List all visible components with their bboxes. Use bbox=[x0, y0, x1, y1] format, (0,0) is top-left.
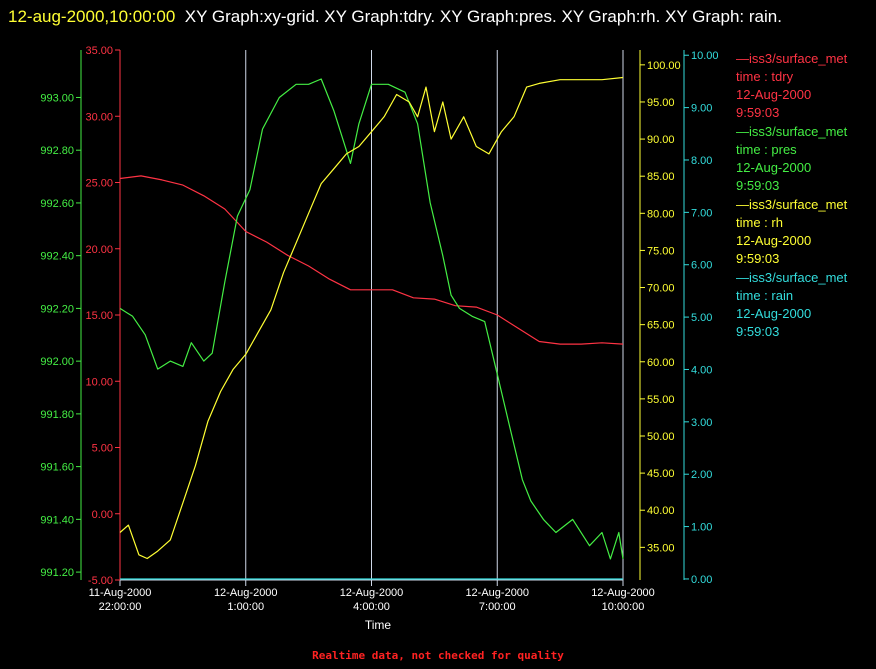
x-tick-label-time: 7:00:00 bbox=[479, 601, 516, 613]
tdry-tick-label: 35.00 bbox=[85, 45, 113, 57]
pres-tick-label: 991.20 bbox=[40, 567, 74, 579]
rain-tick-label: 1.00 bbox=[691, 522, 712, 534]
tdry-tick-label: 25.00 bbox=[85, 178, 113, 190]
rain-tick-label: 2.00 bbox=[691, 469, 712, 481]
rh-tick-label: 65.00 bbox=[647, 320, 675, 332]
rh-tick-label: 80.00 bbox=[647, 208, 675, 220]
tdry-tick-label: -5.00 bbox=[88, 575, 113, 587]
pres-tick-label: 992.00 bbox=[40, 356, 74, 368]
rain-tick-label: 0.00 bbox=[691, 574, 712, 586]
pres-tick-label: 991.60 bbox=[40, 462, 74, 474]
rh-tick-label: 75.00 bbox=[647, 245, 675, 257]
pres-series-line bbox=[119, 78, 624, 560]
legend-entry-date: 12-Aug-2000 bbox=[736, 87, 812, 102]
pres-tick-label: 992.40 bbox=[40, 251, 74, 263]
x-tick-label-date: 12-Aug-2000 bbox=[591, 587, 655, 599]
x-tick-label-time: 22:00:00 bbox=[99, 601, 142, 613]
quality-disclaimer: Realtime data, not checked for quality bbox=[312, 649, 564, 662]
legend-entry-name: —iss3/surface_met bbox=[736, 51, 848, 66]
legend-entry-date: 12-Aug-2000 bbox=[736, 233, 812, 248]
rh-tick-label: 70.00 bbox=[647, 283, 675, 295]
rh-tick-label: 60.00 bbox=[647, 357, 675, 369]
rh-series-line bbox=[119, 76, 624, 560]
legend-entry-name: —iss3/surface_met bbox=[736, 197, 848, 212]
pres-tick-label: 991.80 bbox=[40, 409, 74, 421]
rain-tick-label: 10.00 bbox=[691, 50, 719, 62]
x-tick-label-date: 12-Aug-2000 bbox=[340, 587, 404, 599]
rh-tick-label: 45.00 bbox=[647, 468, 675, 480]
rh-tick-label: 55.00 bbox=[647, 394, 675, 406]
pres-tick-label: 991.40 bbox=[40, 514, 74, 526]
tdry-tick-label: 0.00 bbox=[92, 509, 113, 521]
rh-tick-label: 35.00 bbox=[647, 542, 675, 554]
rain-tick-label: 9.00 bbox=[691, 103, 712, 115]
rain-tick-label: 4.00 bbox=[691, 364, 712, 376]
pres-tick-label: 992.80 bbox=[40, 145, 74, 157]
legend-entry-var: time : pres bbox=[736, 142, 797, 157]
pres-tick-label: 992.20 bbox=[40, 303, 74, 315]
rh-tick-label: 90.00 bbox=[647, 134, 675, 146]
tdry-tick-label: 5.00 bbox=[92, 443, 113, 455]
rain-tick-label: 6.00 bbox=[691, 260, 712, 272]
x-tick-label-time: 1:00:00 bbox=[227, 601, 264, 613]
tdry-tick-label: 10.00 bbox=[85, 376, 113, 388]
rh-tick-label: 40.00 bbox=[647, 505, 675, 517]
legend-entry-name: —iss3/surface_met bbox=[736, 124, 848, 139]
tdry-tick-label: 20.00 bbox=[85, 244, 113, 256]
rh-tick-label: 85.00 bbox=[647, 171, 675, 183]
legend-entry-var: time : rain bbox=[736, 288, 794, 303]
legend-entry-time: 9:59:03 bbox=[736, 178, 780, 193]
legend-entry-time: 9:59:03 bbox=[736, 105, 780, 120]
rain-tick-label: 7.00 bbox=[691, 207, 712, 219]
legend-entry-date: 12-Aug-2000 bbox=[736, 306, 812, 321]
rh-tick-label: 100.00 bbox=[647, 60, 681, 72]
rh-tick-label: 50.00 bbox=[647, 431, 675, 443]
legend-entry-time: 9:59:03 bbox=[736, 251, 780, 266]
x-tick-label-date: 12-Aug-2000 bbox=[214, 587, 278, 599]
x-axis-label: Time bbox=[364, 618, 392, 632]
rh-tick-label: 95.00 bbox=[647, 97, 675, 109]
legend-entry-date: 12-Aug-2000 bbox=[736, 160, 812, 175]
x-tick-label-time: 4:00:00 bbox=[353, 601, 390, 613]
legend-entry-var: time : tdry bbox=[736, 69, 794, 84]
legend-entry-var: time : rh bbox=[736, 215, 783, 230]
rain-tick-label: 3.00 bbox=[691, 417, 712, 429]
title-graph-list: XY Graph:xy-grid. XY Graph:tdry. XY Grap… bbox=[184, 7, 782, 26]
rain-tick-label: 5.00 bbox=[691, 312, 712, 324]
window-title: 12-aug-2000,10:00:00 XY Graph:xy-grid. X… bbox=[8, 4, 868, 30]
pres-tick-label: 992.60 bbox=[40, 198, 74, 210]
tdry-series-line bbox=[119, 175, 624, 345]
rain-tick-label: 8.00 bbox=[691, 155, 712, 167]
pres-tick-label: 993.00 bbox=[40, 92, 74, 104]
legend-entry-name: —iss3/surface_met bbox=[736, 270, 848, 285]
title-timestamp: 12-aug-2000,10:00:00 bbox=[8, 7, 176, 26]
legend-entry-time: 9:59:03 bbox=[736, 324, 780, 339]
x-tick-label-time: 10:00:00 bbox=[602, 601, 645, 613]
tdry-tick-label: 15.00 bbox=[85, 310, 113, 322]
x-tick-label-date: 11-Aug-2000 bbox=[89, 587, 152, 599]
tdry-tick-label: 30.00 bbox=[85, 111, 113, 123]
x-tick-label-date: 12-Aug-2000 bbox=[465, 587, 529, 599]
